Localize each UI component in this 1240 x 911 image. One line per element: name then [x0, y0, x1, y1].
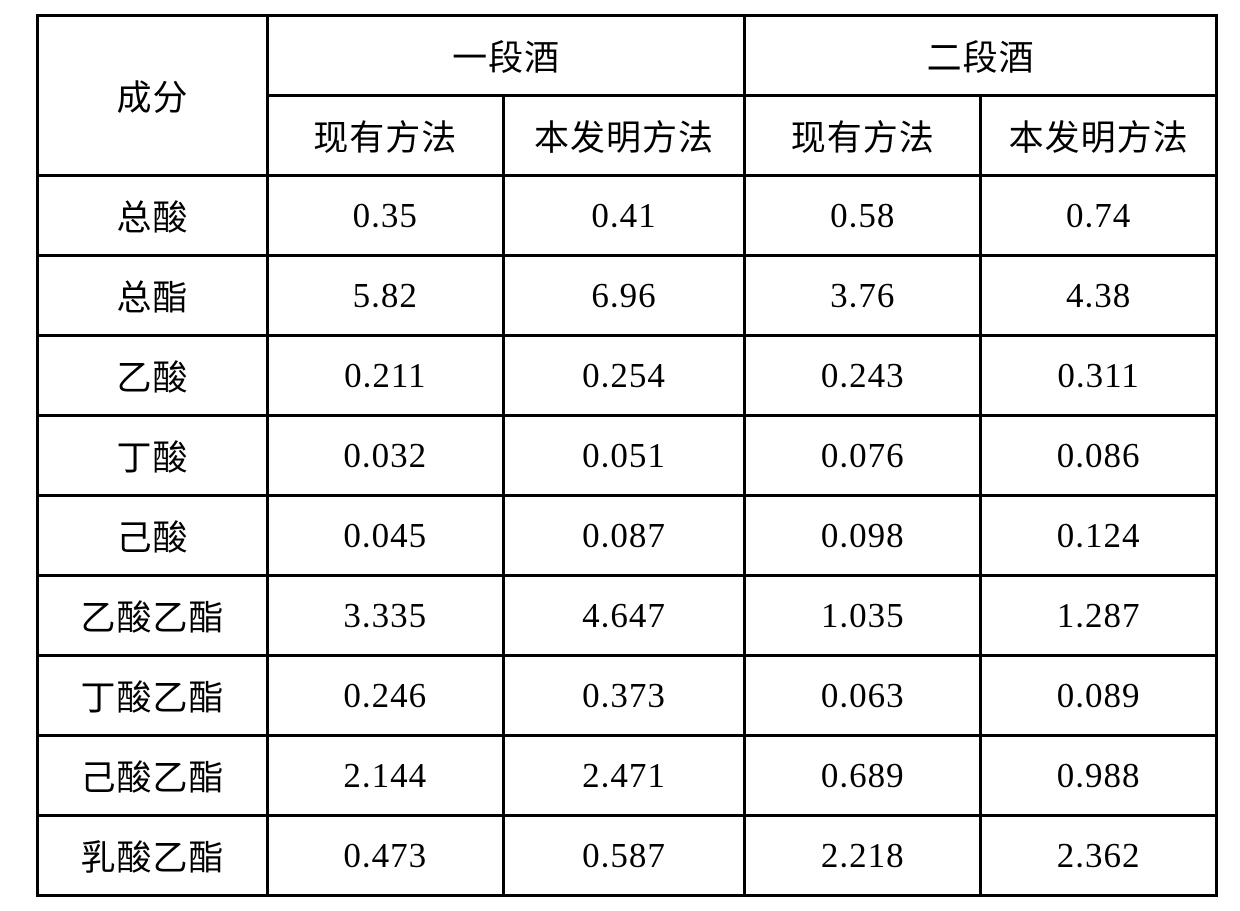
cell: 0.089 [981, 656, 1217, 736]
table-row: 己酸乙酯 2.144 2.471 0.689 0.988 [38, 736, 1217, 816]
cell: 0.74 [981, 176, 1217, 256]
table-body: 总酸 0.35 0.41 0.58 0.74 总酯 5.82 6.96 3.76… [38, 176, 1217, 896]
cell: 0.58 [745, 176, 981, 256]
subcol-0: 现有方法 [267, 96, 503, 176]
cell: 0.246 [267, 656, 503, 736]
cell: 0.373 [503, 656, 745, 736]
row-label: 己酸 [38, 496, 268, 576]
cell: 3.335 [267, 576, 503, 656]
header-group-1: 二段酒 [745, 16, 1217, 96]
row-label: 乙酸乙酯 [38, 576, 268, 656]
row-label: 己酸乙酯 [38, 736, 268, 816]
table-row: 己酸 0.045 0.087 0.098 0.124 [38, 496, 1217, 576]
cell: 4.647 [503, 576, 745, 656]
row-label: 乙酸 [38, 336, 268, 416]
cell: 0.098 [745, 496, 981, 576]
cell: 2.144 [267, 736, 503, 816]
subcol-1: 本发明方法 [503, 96, 745, 176]
cell: 0.587 [503, 816, 745, 896]
cell: 0.051 [503, 416, 745, 496]
cell: 0.045 [267, 496, 503, 576]
cell: 0.988 [981, 736, 1217, 816]
row-label: 总酸 [38, 176, 268, 256]
cell: 2.218 [745, 816, 981, 896]
subcol-2: 现有方法 [745, 96, 981, 176]
cell: 0.243 [745, 336, 981, 416]
cell: 0.311 [981, 336, 1217, 416]
table-row: 乙酸 0.211 0.254 0.243 0.311 [38, 336, 1217, 416]
table-row: 乳酸乙酯 0.473 0.587 2.218 2.362 [38, 816, 1217, 896]
table-row: 乙酸乙酯 3.335 4.647 1.035 1.287 [38, 576, 1217, 656]
cell: 6.96 [503, 256, 745, 336]
table-row: 总酯 5.82 6.96 3.76 4.38 [38, 256, 1217, 336]
cell: 3.76 [745, 256, 981, 336]
table-row: 丁酸 0.032 0.051 0.076 0.086 [38, 416, 1217, 496]
table-row: 丁酸乙酯 0.246 0.373 0.063 0.089 [38, 656, 1217, 736]
subcol-3: 本发明方法 [981, 96, 1217, 176]
cell: 0.689 [745, 736, 981, 816]
cell: 1.035 [745, 576, 981, 656]
cell: 0.211 [267, 336, 503, 416]
cell: 2.471 [503, 736, 745, 816]
cell: 0.076 [745, 416, 981, 496]
header-row-1: 成分 一段酒 二段酒 [38, 16, 1217, 96]
cell: 4.38 [981, 256, 1217, 336]
row-label: 丁酸乙酯 [38, 656, 268, 736]
cell: 0.032 [267, 416, 503, 496]
cell: 0.254 [503, 336, 745, 416]
header-group-0: 一段酒 [267, 16, 744, 96]
table-row: 总酸 0.35 0.41 0.58 0.74 [38, 176, 1217, 256]
cell: 5.82 [267, 256, 503, 336]
cell: 0.35 [267, 176, 503, 256]
cell: 2.362 [981, 816, 1217, 896]
cell: 0.41 [503, 176, 745, 256]
header-corner: 成分 [38, 16, 268, 176]
cell: 0.473 [267, 816, 503, 896]
cell: 0.063 [745, 656, 981, 736]
row-label: 丁酸 [38, 416, 268, 496]
cell: 0.086 [981, 416, 1217, 496]
cell: 0.087 [503, 496, 745, 576]
cell: 1.287 [981, 576, 1217, 656]
row-label: 总酯 [38, 256, 268, 336]
cell: 0.124 [981, 496, 1217, 576]
table-container: 成分 一段酒 二段酒 现有方法 本发明方法 现有方法 本发明方法 总酸 0.35… [0, 0, 1240, 911]
composition-table: 成分 一段酒 二段酒 现有方法 本发明方法 现有方法 本发明方法 总酸 0.35… [36, 14, 1218, 897]
row-label: 乳酸乙酯 [38, 816, 268, 896]
